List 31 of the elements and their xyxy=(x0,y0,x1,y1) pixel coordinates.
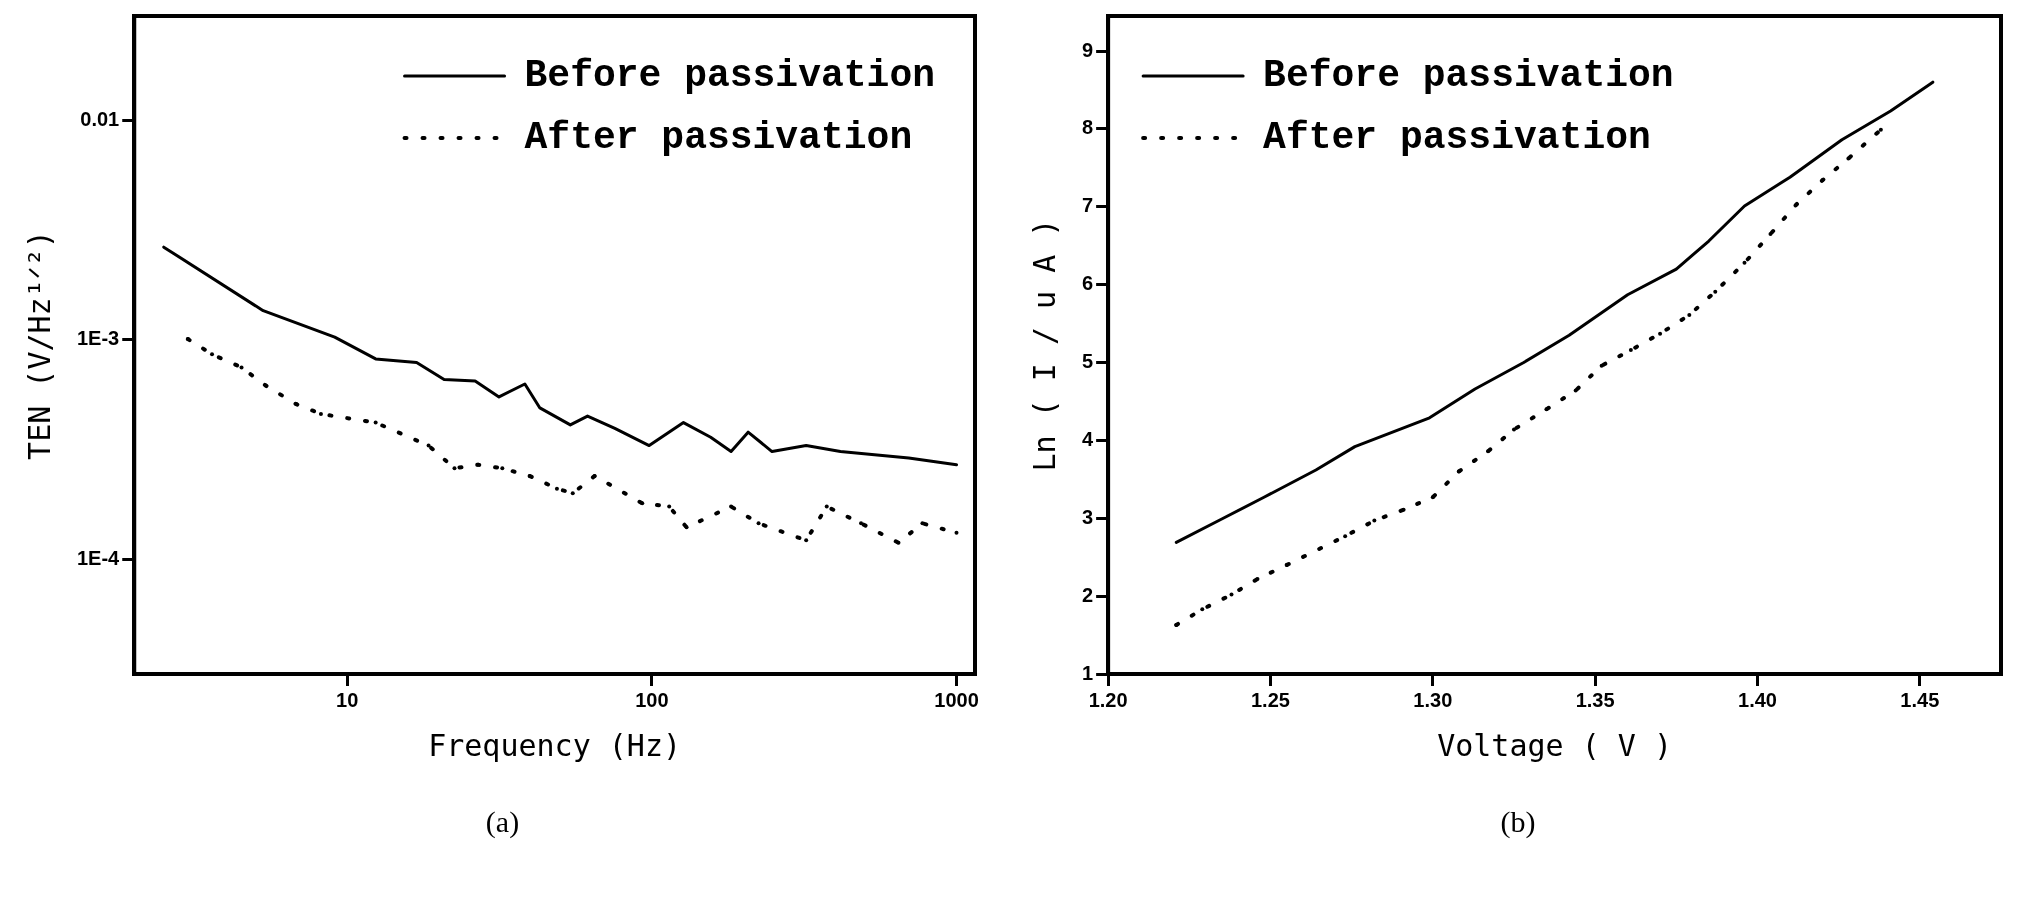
x-axis-title: Frequency (Hz) xyxy=(428,727,682,763)
y-tick-label: 7 xyxy=(1082,194,1094,217)
x-tick-label: 1.35 xyxy=(1575,688,1615,711)
y-tick-label: 1 xyxy=(1082,661,1094,684)
x-tick-label: 1.45 xyxy=(1900,688,1940,711)
legend-label: Before passivation xyxy=(1263,53,1674,97)
legend-label: Before passivation xyxy=(524,53,935,97)
x-tick-label: 10 xyxy=(336,688,359,711)
legend-label: After passivation xyxy=(1263,115,1651,159)
x-tick-label: 1.25 xyxy=(1251,688,1290,711)
y-tick-label: 6 xyxy=(1082,272,1094,295)
legend-label: After passivation xyxy=(524,115,913,159)
y-tick-label: 8 xyxy=(1082,116,1094,139)
y-tick-label: 9 xyxy=(1082,38,1094,61)
text: (a) xyxy=(484,805,521,839)
y-axis-title: Ln ( I / u A ) xyxy=(1026,218,1062,472)
x-tick-label: 1.40 xyxy=(1738,688,1777,711)
y-tick-label: 0.01 xyxy=(80,108,120,131)
y-tick-label: 1E-3 xyxy=(77,327,120,350)
y-tick-label: 3 xyxy=(1082,505,1094,528)
x-tick-label: 100 xyxy=(635,688,669,711)
x-tick-label: 1.20 xyxy=(1088,688,1128,711)
text: (b) xyxy=(1499,805,1537,839)
x-axis-title: Voltage ( V ) xyxy=(1437,727,1672,763)
y-tick-label: 4 xyxy=(1082,427,1094,450)
y-tick-label: 2 xyxy=(1082,583,1094,606)
x-tick-label: 1.30 xyxy=(1413,688,1453,711)
x-tick-label: 1000 xyxy=(934,688,979,711)
y-axis-title: TEN (V/Hz¹ᐟ²) xyxy=(21,230,57,460)
y-tick-label: 1E-4 xyxy=(77,546,121,569)
y-tick-label: 5 xyxy=(1082,350,1094,373)
